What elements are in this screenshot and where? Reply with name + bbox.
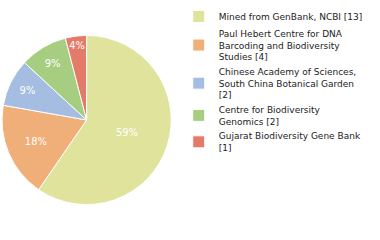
svg-text:59%: 59% — [116, 127, 138, 138]
svg-text:9%: 9% — [45, 58, 61, 69]
svg-text:Gujarat Biodiversity Gene Bank: Gujarat Biodiversity Gene Bank[1] — [219, 131, 361, 153]
svg-text:4%: 4% — [69, 40, 85, 51]
svg-text:Paul Hebert Centre for DNABarc: Paul Hebert Centre for DNABarcoding and … — [219, 29, 343, 62]
svg-text:Centre for BiodiversityGenomic: Centre for BiodiversityGenomics [2] — [219, 105, 321, 127]
svg-text:Mined from GenBank, NCBI [13]: Mined from GenBank, NCBI [13] — [219, 12, 363, 22]
svg-text:Chinese Academy of Sciences,So: Chinese Academy of Sciences,South China … — [219, 67, 356, 100]
svg-text:18%: 18% — [25, 136, 47, 147]
svg-text:9%: 9% — [20, 85, 36, 96]
